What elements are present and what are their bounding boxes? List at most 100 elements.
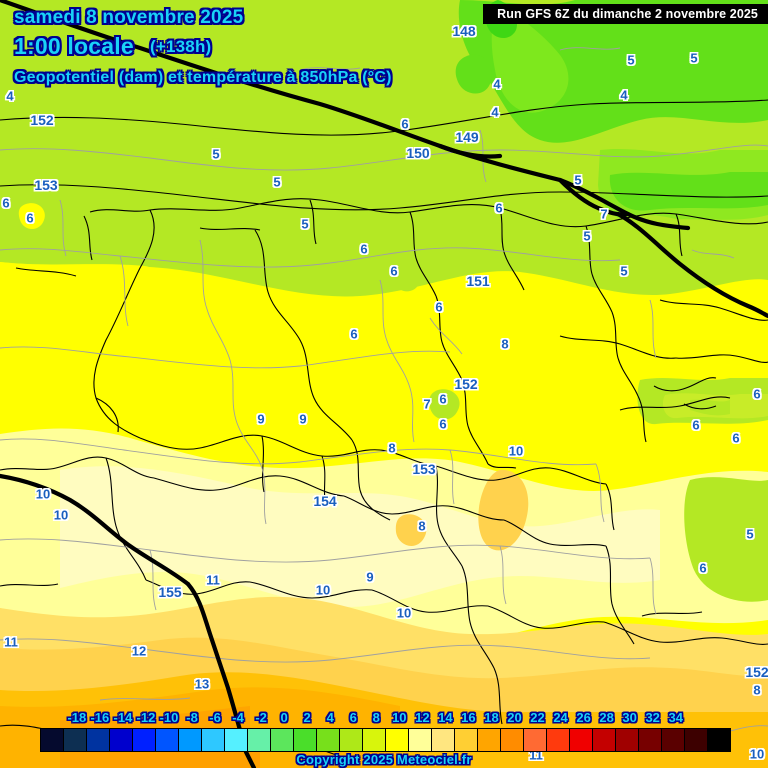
model-run-label: Run GFS 6Z du dimanche 2 novembre 2025 [497,7,758,21]
colorbar-tick-label: 10 [392,710,407,725]
colorbar-tick-label: -2 [255,710,267,725]
geopotential-label: 149 [455,129,479,145]
temperature-label: 6 [699,560,707,576]
temperature-label: 10 [396,605,412,621]
colorbar-swatch [294,729,317,751]
colorbar-swatch [708,729,730,751]
colorbar-swatch [179,729,202,751]
temperature-label: 10 [508,443,524,459]
parameter-title: Geopotentiel (dam) et température à 850h… [14,69,392,86]
temperature-label: 6 [732,430,740,446]
geopotential-label: 153 [412,461,436,477]
colorbar-tick-label: -12 [136,710,156,725]
geopotential-label: 148 [452,23,476,39]
temperature-label: 6 [401,116,409,132]
temperature-label: 11 [4,634,18,650]
colorbar-swatch [478,729,501,751]
colorbar-tick-label: -10 [159,710,179,725]
colorbar-swatch [616,729,639,751]
temperature-label: 12 [131,643,147,659]
temperature-label: 9 [299,411,307,427]
temperature-label: 4 [491,104,499,120]
colorbar-swatch [593,729,616,751]
copyright-notice: Copyright 2025 Meteociel.fr [296,752,472,767]
colorbar-swatch [409,729,432,751]
colorbar-swatch [501,729,524,751]
forecast-hour: 1:00 locale [14,33,134,59]
colorbar-swatch [64,729,87,751]
temperature-label: 7 [600,206,608,222]
temperature-label: 6 [753,386,761,402]
temperature-label: 5 [273,174,281,190]
colorbar-swatch [225,729,248,751]
colorbar-tick-label: -6 [209,710,221,725]
colorbar-swatch [662,729,685,751]
colorbar-swatch [455,729,478,751]
temperature-label: 4 [620,87,628,103]
colorbar-tick-label: 24 [553,710,568,725]
colorbar-swatch [363,729,386,751]
colorbar-swatch [87,729,110,751]
geopotential-label: 153 [34,177,58,193]
colorbar-swatch [639,729,662,751]
temperature-label: 4 [6,88,14,104]
temperature-label: 10 [315,582,331,598]
colorbar-tick-label: 18 [484,710,499,725]
colorbar-swatch [432,729,455,751]
colorbar-swatch [248,729,271,751]
geopotential-label: 151 [466,273,490,289]
temperature-label: 6 [692,417,700,433]
colorbar-tick-label: -8 [186,710,198,725]
colorbar-tick-label: -4 [232,710,244,725]
colorbar-tick-label: 14 [438,710,453,725]
colorbar-tick-label: 8 [372,710,380,725]
temperature-label: 8 [388,440,396,456]
temperature-label: 6 [350,326,358,342]
colorbar-swatch [386,729,409,751]
colorbar-tick-label: 22 [530,710,545,725]
colorbar-tick-label: 6 [349,710,357,725]
colorbar-swatch [133,729,156,751]
colorbar-tick-label: 28 [599,710,614,725]
colorbar-tick-label: 32 [645,710,660,725]
colorbar-tick-label: 16 [461,710,476,725]
colorbar-tick-label: -16 [90,710,110,725]
colorbar-tick-label: 12 [415,710,430,725]
temperature-label: 8 [753,682,761,698]
colorbar-swatch [41,729,64,751]
temperature-label: 6 [26,210,34,226]
temperature-label: 13 [194,676,210,692]
geopotential-label: 152 [745,664,768,680]
temperature-label: 5 [690,50,698,66]
colorbar-tick-label: 20 [507,710,522,725]
temperature-label: 10 [35,486,51,502]
colorbar-tick-label: 30 [622,710,637,725]
geopotential-label: 154 [313,493,337,509]
colorbar-tick-label: -14 [113,710,133,725]
temperature-label: 7 [423,396,431,412]
colorbar[interactable] [40,728,731,752]
colorbar-tick-label: 2 [303,710,311,725]
geopotential-label: 150 [406,145,430,161]
temperature-label: 5 [627,52,635,68]
temperature-label: 6 [435,299,443,315]
temperature-label: 6 [439,391,447,407]
geopotential-label: 155 [158,584,182,600]
temperature-label: 5 [301,216,309,232]
colorbar-tick-label: 4 [326,710,334,725]
temperature-label: 11 [206,572,220,588]
colorbar-swatch [570,729,593,751]
forecast-step: (+138h) [150,37,212,56]
colorbar-swatch [524,729,547,751]
geopotential-label: 152 [454,376,478,392]
temperature-label: 6 [2,195,10,211]
colorbar-tick-label: 34 [668,710,683,725]
colorbar-swatch [110,729,133,751]
temperature-label: 6 [495,200,503,216]
geopotential-label: 152 [30,112,54,128]
colorbar-tick-label: 26 [576,710,591,725]
temperature-label: 9 [366,569,374,585]
temperature-label: 6 [360,241,368,257]
